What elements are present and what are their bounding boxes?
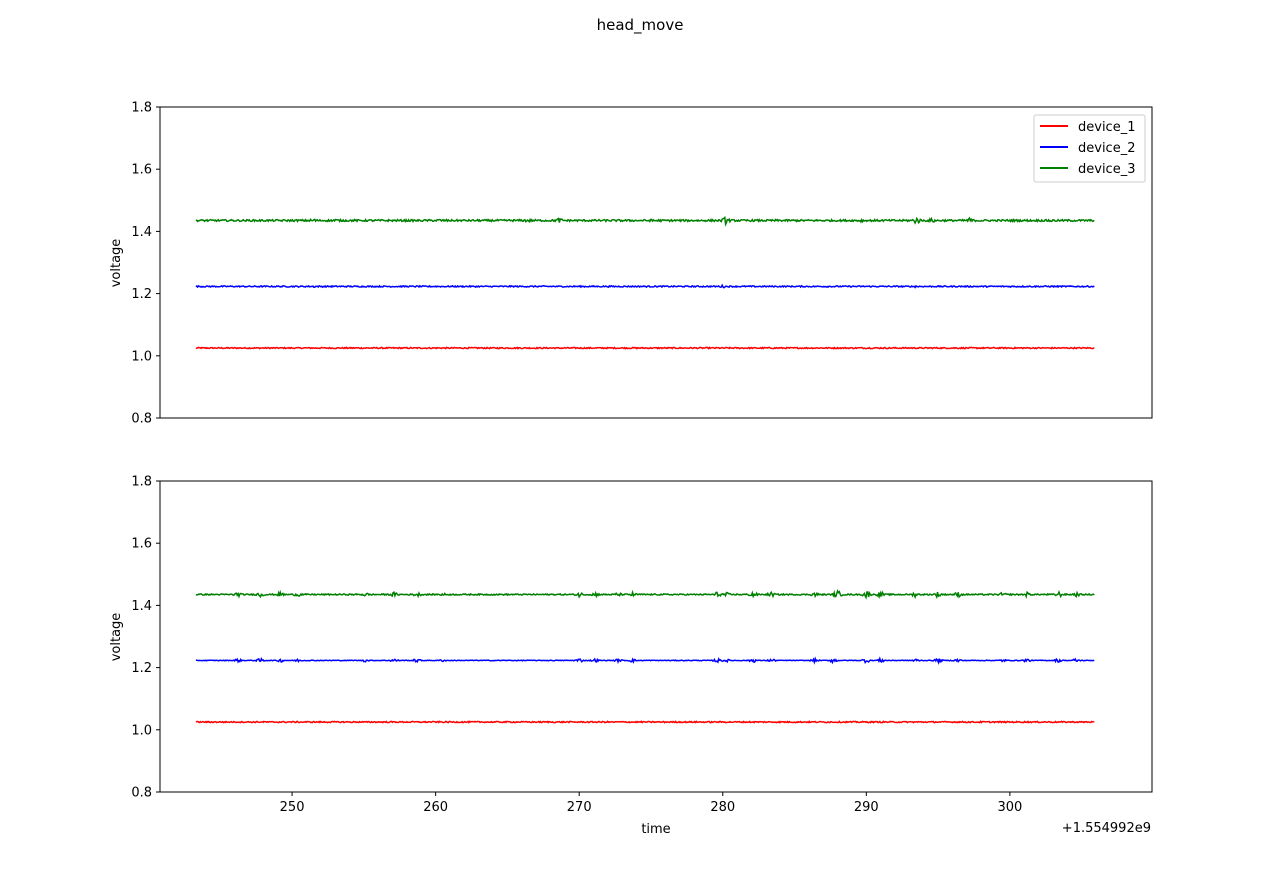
legend-label-device-2: device_2: [1078, 141, 1135, 156]
y-tick-label: 1.0: [131, 723, 152, 738]
series-line-device-1: [195, 720, 1095, 724]
series-group: [195, 215, 1095, 350]
x-offset-label: +1.554992e9: [1062, 821, 1151, 836]
x-tick-label: 250: [280, 800, 305, 815]
y-tick-label: 1.6: [131, 537, 152, 552]
x-tick-label: 290: [854, 800, 879, 815]
legend-label-device-1: device_1: [1078, 120, 1135, 135]
y-tick-label: 0.8: [131, 786, 152, 801]
top-axes: voltage 0.8 1.0 1.2 1.4 1.6 1.8: [109, 101, 1153, 427]
y-tick-label: 1.8: [131, 101, 152, 116]
y-tick-label: 1.2: [131, 287, 152, 302]
series-line-device-3: [195, 589, 1095, 600]
y-tick-label: 1.8: [131, 475, 152, 490]
y-tick-label: 0.8: [131, 412, 152, 427]
y-tick-label: 1.2: [131, 661, 152, 676]
y-tick-label: 1.4: [131, 599, 152, 614]
series-line-device-2: [195, 283, 1095, 289]
series-line-device-1: [195, 346, 1095, 350]
x-tick-label: 300: [997, 800, 1022, 815]
y-tick-label: 1.4: [131, 225, 152, 240]
x-tick-label: 260: [423, 800, 448, 815]
top-ylabel: voltage: [109, 239, 124, 288]
axes-frame: [159, 480, 1153, 793]
legend-label-device-3: device_3: [1078, 162, 1135, 177]
bottom-xlabel: time: [641, 822, 670, 837]
y-tick-label: 1.6: [131, 163, 152, 178]
bottom-ylabel: voltage: [109, 613, 124, 662]
axes-frame: [159, 106, 1153, 419]
series-line-device-2: [195, 656, 1095, 666]
x-tick-label: 280: [710, 800, 735, 815]
series-line-device-3: [195, 215, 1095, 227]
y-tick-label: 1.0: [131, 349, 152, 364]
x-tick-label: 270: [567, 800, 592, 815]
legend: device_1 device_2 device_3: [1033, 114, 1146, 183]
series-group: [195, 589, 1095, 724]
legend-frame: [1033, 114, 1146, 183]
figure-title: head_move: [597, 16, 684, 35]
bottom-axes: voltage time +1.554992e9 0.8 1.0 1.2 1.4 1.6…: [109, 475, 1153, 837]
